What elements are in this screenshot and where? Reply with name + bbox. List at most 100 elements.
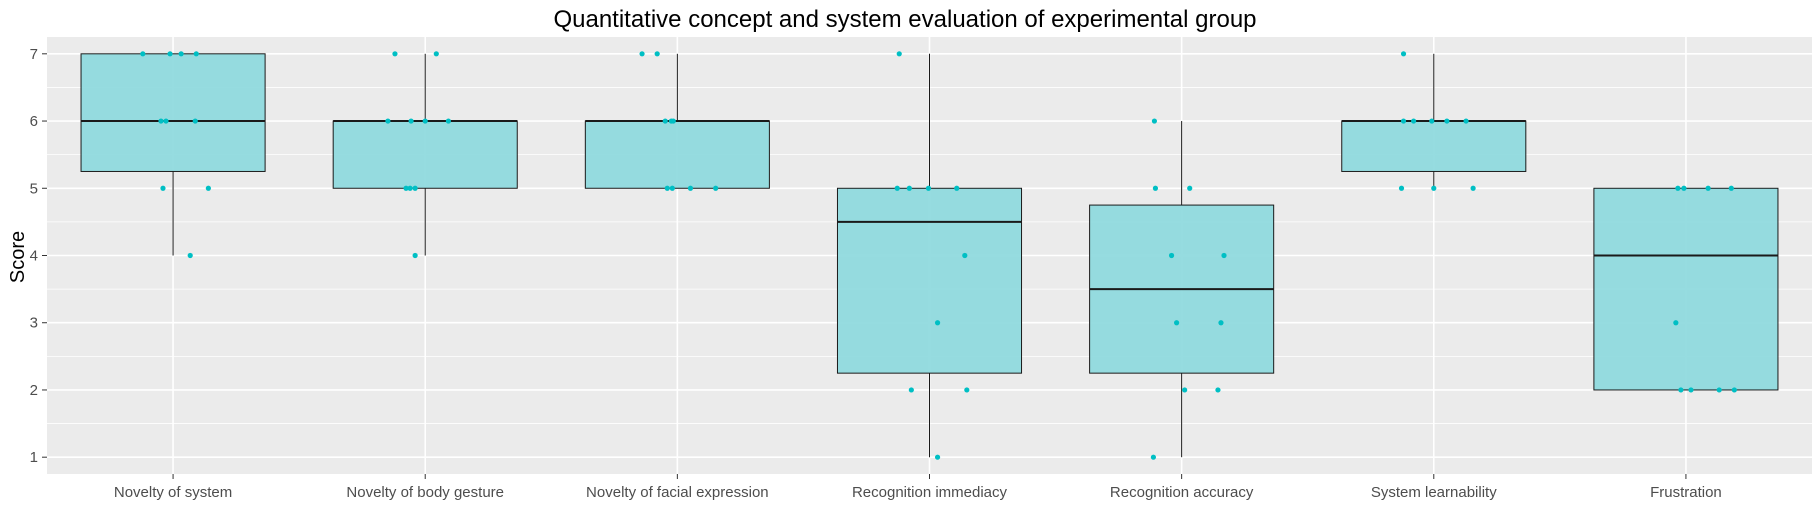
y-tick-label: 4	[30, 248, 38, 265]
data-point	[433, 51, 439, 57]
data-point	[669, 185, 675, 191]
y-tick-label: 5	[30, 180, 38, 197]
data-point	[1705, 185, 1711, 191]
data-point	[178, 51, 184, 57]
data-point	[408, 118, 414, 124]
data-point	[1215, 387, 1221, 393]
data-point	[906, 185, 912, 191]
box-body	[584, 120, 770, 189]
data-point	[639, 51, 645, 57]
y-tick-label: 6	[30, 113, 38, 130]
data-point	[1174, 320, 1180, 326]
boxes	[80, 53, 1779, 458]
data-point	[925, 185, 932, 191]
data-point	[1187, 185, 1193, 191]
data-point	[1218, 320, 1224, 326]
data-point	[163, 118, 169, 124]
data-point	[1168, 252, 1175, 259]
y-tick-label: 2	[30, 382, 38, 399]
box-body	[1593, 187, 1779, 391]
data-point	[1688, 387, 1694, 393]
data-point	[1431, 185, 1437, 191]
data-point	[205, 185, 211, 191]
x-tick-label: Novelty of system	[114, 484, 232, 501]
y-tick-label: 7	[30, 46, 38, 63]
data-point	[664, 185, 670, 191]
data-point	[412, 252, 418, 259]
data-point	[412, 185, 418, 191]
data-point	[1411, 118, 1417, 124]
data-point	[964, 387, 970, 393]
data-point	[167, 51, 173, 57]
x-tick-label: Recognition immediacy	[852, 484, 1008, 501]
data-point	[403, 185, 409, 191]
data-point	[1150, 454, 1157, 460]
data-point	[687, 185, 694, 191]
data-point	[160, 185, 166, 191]
data-points	[140, 51, 1737, 460]
x-tick-label: Recognition accuracy	[1110, 484, 1254, 501]
data-point	[1681, 185, 1687, 191]
data-point	[1470, 185, 1476, 191]
box-4	[836, 53, 1023, 458]
data-point	[445, 118, 452, 124]
data-point	[407, 185, 413, 191]
data-point	[1673, 320, 1679, 326]
data-point	[662, 118, 668, 124]
box-6	[1341, 53, 1527, 189]
data-point	[713, 185, 719, 191]
box-body	[80, 53, 266, 172]
y-axis-label: Score	[7, 231, 29, 283]
box-body	[332, 120, 518, 189]
data-point	[140, 51, 146, 57]
data-point	[962, 252, 968, 259]
data-point	[1429, 118, 1435, 124]
x-axis-ticks: Novelty of system Novelty of body gesture…	[114, 474, 1722, 501]
data-point	[1398, 185, 1405, 191]
box-3	[584, 53, 770, 189]
data-point	[385, 118, 391, 124]
data-point	[1400, 118, 1407, 124]
data-point	[193, 51, 199, 57]
data-point	[1182, 387, 1188, 393]
data-point	[192, 118, 198, 124]
data-point	[1400, 51, 1407, 57]
data-point	[1678, 387, 1684, 393]
x-tick-label: System learnability	[1371, 484, 1497, 501]
x-tick-label: Novelty of facial expression	[586, 484, 769, 501]
data-point	[908, 387, 914, 393]
data-point	[1151, 118, 1158, 124]
data-point	[1728, 185, 1734, 191]
y-tick-label: 3	[30, 315, 38, 332]
data-point	[1463, 118, 1469, 124]
data-point	[1716, 387, 1722, 393]
data-point	[1731, 387, 1737, 393]
data-point	[158, 118, 164, 124]
data-point	[1221, 252, 1227, 259]
data-point	[392, 51, 398, 57]
x-tick-label: Novelty of body gesture	[346, 484, 504, 501]
data-point	[1152, 185, 1159, 191]
box-2	[332, 53, 518, 256]
data-point	[934, 320, 941, 326]
box-body	[1341, 120, 1527, 172]
data-point	[1444, 118, 1450, 124]
data-point	[1675, 185, 1681, 191]
box-5	[1089, 121, 1275, 458]
data-point	[894, 185, 900, 191]
y-tick-label: 1	[30, 449, 38, 466]
data-point	[896, 51, 902, 57]
chart-title: Quantitative concept and system evaluati…	[553, 6, 1256, 33]
data-point	[654, 51, 660, 57]
box-body	[836, 187, 1023, 374]
data-point	[670, 118, 676, 124]
box-7	[1593, 187, 1779, 391]
data-point	[187, 252, 193, 259]
box-1	[80, 53, 266, 256]
data-point	[954, 185, 960, 191]
data-point	[934, 454, 941, 460]
y-axis-ticks: 1 2 3 4 5 6 7	[30, 46, 47, 466]
x-tick-label: Frustration	[1650, 484, 1722, 501]
data-point	[422, 118, 428, 124]
